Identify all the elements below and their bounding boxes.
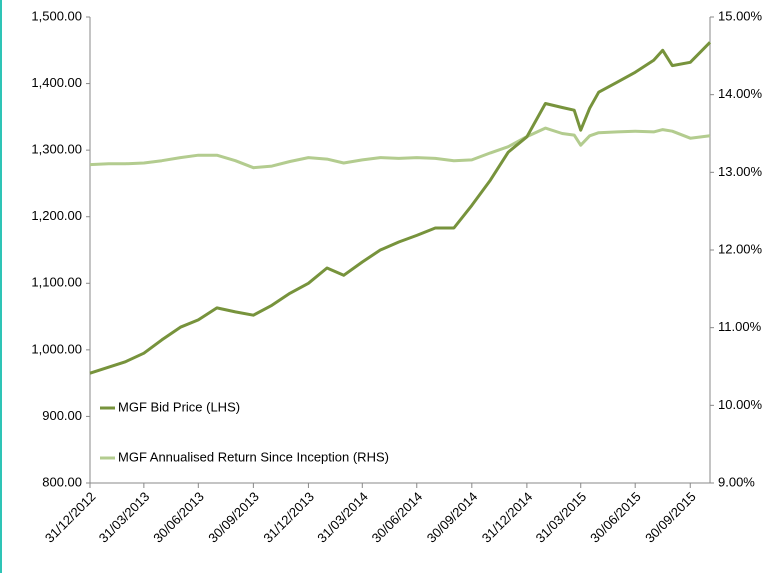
x-tick-label: 30/06/2013 bbox=[150, 489, 207, 546]
y-tick-label: 1,000.00 bbox=[31, 341, 82, 356]
x-tick-label: 30/09/2013 bbox=[205, 489, 262, 546]
x-tick-label: 31/03/2015 bbox=[533, 489, 590, 546]
y2-tick-label: 10.00% bbox=[718, 397, 763, 412]
x-tick-label: 31/12/2012 bbox=[42, 489, 99, 546]
x-tick-label: 30/09/2014 bbox=[424, 489, 481, 546]
x-tick-label: 31/12/2014 bbox=[479, 489, 536, 546]
series-line bbox=[89, 126, 711, 170]
legend-label: MGF Bid Price (LHS) bbox=[118, 399, 240, 414]
series-line bbox=[89, 41, 712, 375]
legend-label: MGF Annualised Return Since Inception (R… bbox=[118, 449, 389, 464]
y2-tick-label: 11.00% bbox=[718, 319, 762, 334]
x-tick-label: 30/09/2015 bbox=[642, 489, 699, 546]
y-tick-label: 800.00 bbox=[42, 474, 82, 489]
y-tick-label: 1,100.00 bbox=[31, 275, 82, 290]
y2-tick-label: 15.00% bbox=[718, 8, 763, 23]
x-tick-label: 30/06/2014 bbox=[369, 489, 426, 546]
y-tick-label: 1,400.00 bbox=[31, 75, 82, 90]
y-tick-label: 1,200.00 bbox=[31, 208, 82, 223]
y2-tick-label: 14.00% bbox=[718, 86, 763, 101]
x-tick-label: 30/06/2015 bbox=[587, 489, 644, 546]
x-tick-label: 31/03/2013 bbox=[96, 489, 153, 546]
x-tick-label: 31/03/2014 bbox=[314, 489, 371, 546]
y-tick-label: 1,500.00 bbox=[31, 8, 82, 23]
y2-tick-label: 12.00% bbox=[718, 241, 763, 256]
x-tick-label: 31/12/2013 bbox=[260, 489, 317, 546]
y-tick-label: 1,300.00 bbox=[31, 142, 82, 157]
y2-tick-label: 13.00% bbox=[718, 164, 763, 179]
y-tick-label: 900.00 bbox=[42, 408, 82, 423]
y2-tick-label: 9.00% bbox=[718, 474, 755, 489]
